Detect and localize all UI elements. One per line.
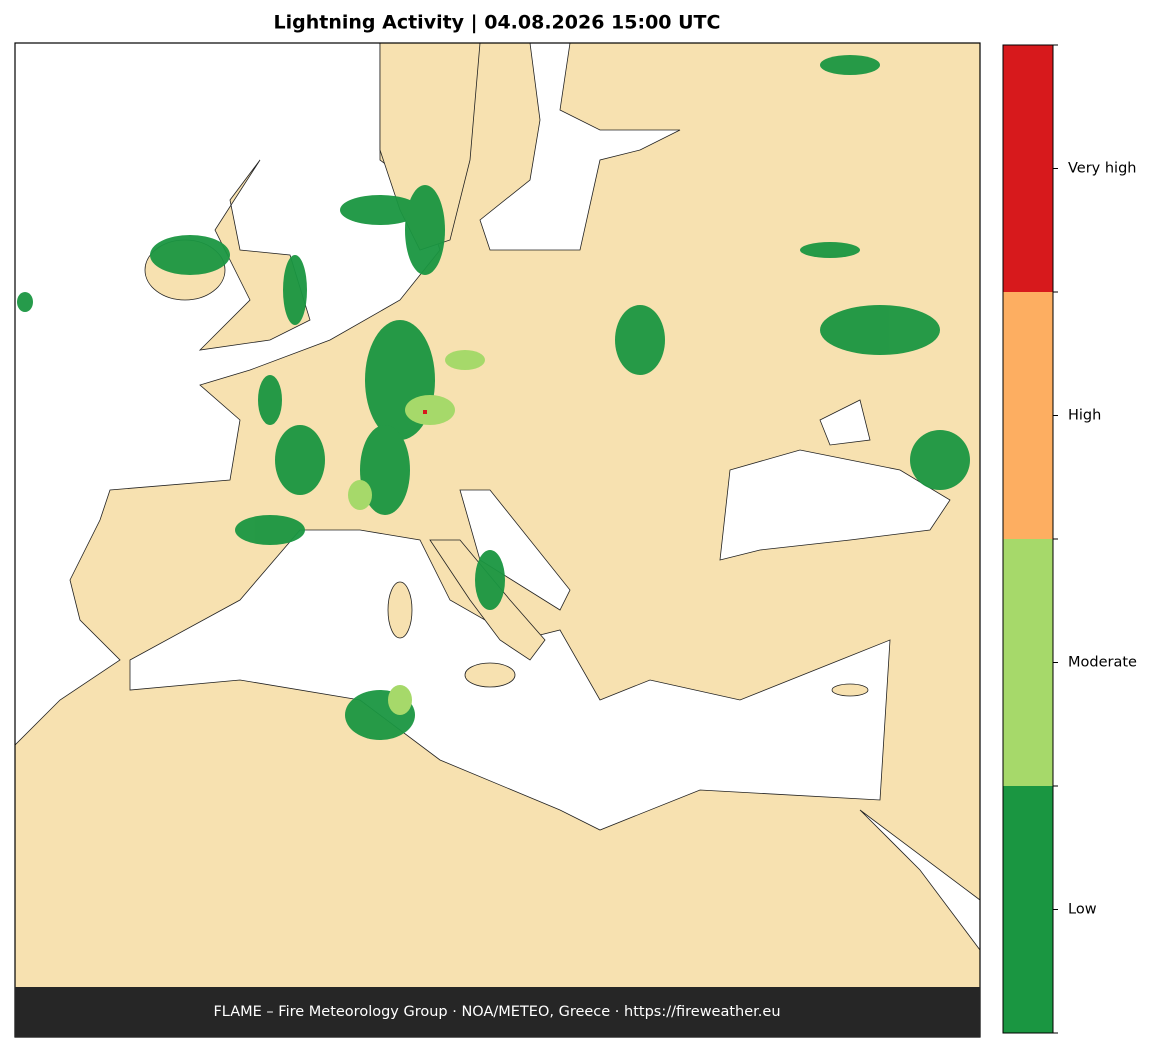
colorbar-label: Very high [1068,161,1136,177]
colorbar-frame [1002,44,1054,1034]
colorbar-segment [1003,292,1053,539]
footer-band [15,987,980,1037]
footer: FLAME – Fire Meteorology Group · NOA/MET… [213,1004,780,1020]
colorbar-label: High [1068,408,1101,424]
colorbar-segment [1003,539,1053,786]
colorbar-segment [1003,45,1053,292]
colorbar-label: Moderate [1068,655,1137,671]
map [14,42,981,1038]
map-title: Lightning Activity | 04.08.2026 15:00 UT… [274,12,721,34]
colorbar-label: Low [1068,902,1097,918]
colorbar-segment [1003,786,1053,1033]
